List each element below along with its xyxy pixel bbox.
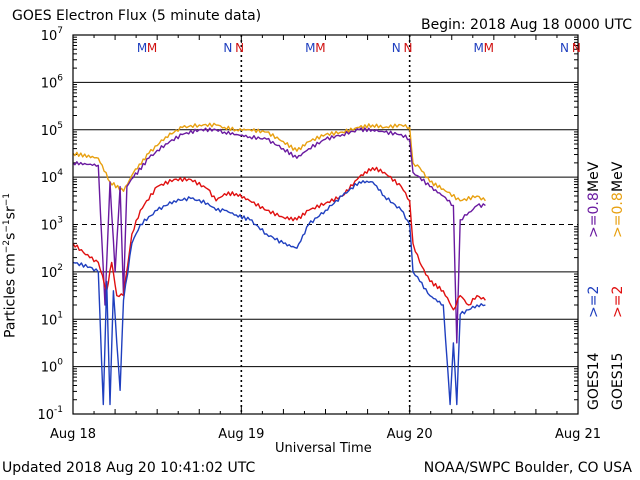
- plot-frame: [72, 34, 579, 415]
- y-tick-base: 10: [41, 29, 58, 44]
- y-tick-label: 105: [41, 121, 63, 139]
- satellite-marker: M: [137, 41, 147, 55]
- satellite-marker: N: [235, 41, 244, 55]
- y-tick-exp: 3: [57, 216, 63, 226]
- legend-goes14-unit: MeV: [586, 161, 602, 192]
- y-tick-label: 104: [41, 168, 64, 186]
- satellite-marker: N: [572, 41, 581, 55]
- legend-goes15-unit: MeV: [610, 161, 626, 192]
- legend-goes15-sat: GOES15: [610, 352, 626, 410]
- series-line: [72, 166, 486, 311]
- satellite-marker: M: [484, 41, 494, 55]
- y-tick-label: 10-1: [37, 405, 63, 423]
- begin-time: Begin: 2018 Aug 18 0000 UTC: [421, 17, 632, 33]
- y-tick-exp: 7: [57, 26, 63, 36]
- satellite-marker: N: [560, 41, 569, 55]
- legend-goes15-ch2: >=0.8: [610, 192, 626, 238]
- y-tick-base: 10: [41, 361, 58, 376]
- legend-goes14-ch2: >=0.8: [586, 192, 602, 238]
- y-tick-label: 100: [41, 358, 64, 376]
- y-tick-exp: 1: [57, 310, 63, 320]
- legend-goes14-ch1: >=2: [586, 285, 602, 318]
- satellite-marker: N: [403, 41, 412, 55]
- y-tick-base: 10: [41, 76, 58, 91]
- y-tick-label: 107: [41, 26, 63, 44]
- y-tick-exp: 6: [57, 73, 63, 83]
- y-tick-label: 102: [41, 263, 63, 281]
- series-line: [72, 127, 486, 344]
- y-tick-base: 10: [41, 171, 58, 186]
- y-tick-exp: -1: [54, 405, 63, 415]
- legend-goes14-sat: GOES14: [586, 352, 602, 410]
- y-tick-label: 103: [41, 216, 63, 234]
- satellite-marker: M: [305, 41, 315, 55]
- chart-title: GOES Electron Flux (5 minute data): [12, 8, 262, 24]
- satellite-marker: M: [315, 41, 325, 55]
- y-tick-base: 10: [37, 408, 54, 423]
- satellite-marker: N: [223, 41, 232, 55]
- satellite-marker: N: [392, 41, 401, 55]
- source-credit: NOAA/SWPC Boulder, CO USA: [423, 460, 632, 476]
- series-line: [72, 180, 486, 406]
- series-line: [72, 122, 486, 202]
- x-tick-label: Aug 21: [555, 427, 601, 442]
- y-tick-exp: 0: [57, 358, 63, 368]
- y-tick-exp: 4: [57, 168, 63, 178]
- updated-time: Updated 2018 Aug 20 10:41:02 UTC: [2, 460, 256, 476]
- y-tick-base: 10: [41, 124, 58, 139]
- x-tick-label: Aug 20: [387, 427, 433, 442]
- y-axis-label-main: Particles cm: [2, 253, 19, 338]
- y-axis-label: Particles cm−2s−1sr−1: [2, 192, 19, 338]
- x-axis-label: Universal Time: [275, 441, 372, 456]
- y-tick-exp: 5: [57, 121, 63, 131]
- y-tick-base: 10: [41, 313, 58, 328]
- satellite-marker: M: [147, 41, 157, 55]
- y-tick-label: 101: [41, 310, 63, 328]
- x-tick-label: Aug 19: [218, 427, 264, 442]
- y-tick-label: 106: [41, 73, 64, 91]
- y-tick-exp: 2: [57, 263, 63, 273]
- satellite-marker: M: [474, 41, 484, 55]
- legend-goes15-ch1: >=2: [610, 285, 626, 318]
- y-tick-base: 10: [41, 219, 58, 234]
- y-tick-base: 10: [41, 266, 58, 281]
- x-tick-label: Aug 18: [50, 427, 96, 442]
